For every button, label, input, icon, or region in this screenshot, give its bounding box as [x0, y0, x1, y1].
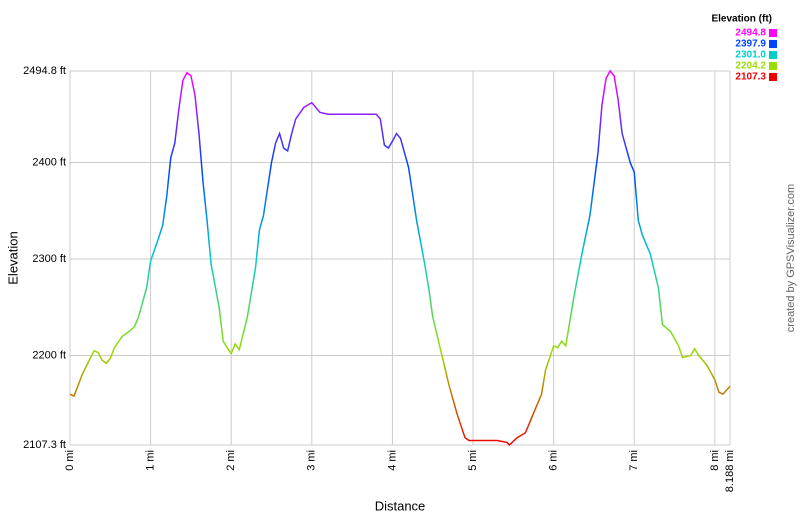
y-tick-label: 2200 ft [32, 349, 66, 361]
legend-swatch [769, 73, 777, 81]
legend-label: 2204.2 [735, 61, 766, 72]
y-tick-label: 2494.8 ft [23, 65, 66, 77]
x-tick-label: 2 mi [225, 450, 237, 471]
legend-label: 2107.3 [735, 72, 766, 83]
legend-swatch [769, 29, 777, 37]
legend-title: Elevation (ft) [711, 14, 772, 25]
x-tick-label: 0 mi [64, 450, 76, 471]
y-tick-label: 2300 ft [32, 253, 66, 265]
y-tick-label: 2400 ft [32, 156, 66, 168]
x-tick-label: 6 mi [548, 450, 560, 471]
x-tick-label: 7 mi [628, 450, 640, 471]
legend-swatch [769, 40, 777, 48]
x-tick-label: 1 mi [145, 450, 157, 471]
elevation-line [69, 69, 731, 447]
legend-swatch [769, 62, 777, 70]
x-tick-label: 4 mi [386, 450, 398, 471]
x-tick-label: 5 mi [467, 450, 479, 471]
legend-label: 2397.9 [735, 39, 766, 50]
x-tick-label: 8 mi [709, 450, 721, 471]
credit: created by GPSVisualizer.com [785, 184, 797, 332]
legend-swatch [769, 51, 777, 59]
y-tick-label: 2107.3 ft [23, 439, 66, 451]
legend-label: 2301.0 [735, 50, 766, 61]
legend-label: 2494.8 [735, 28, 766, 39]
x-tick-label: 3 mi [306, 450, 318, 471]
x-tick-label: 8.188 mi [724, 450, 736, 492]
y-axis-title: Elevation [5, 231, 20, 284]
x-axis-title: Distance [375, 498, 426, 513]
